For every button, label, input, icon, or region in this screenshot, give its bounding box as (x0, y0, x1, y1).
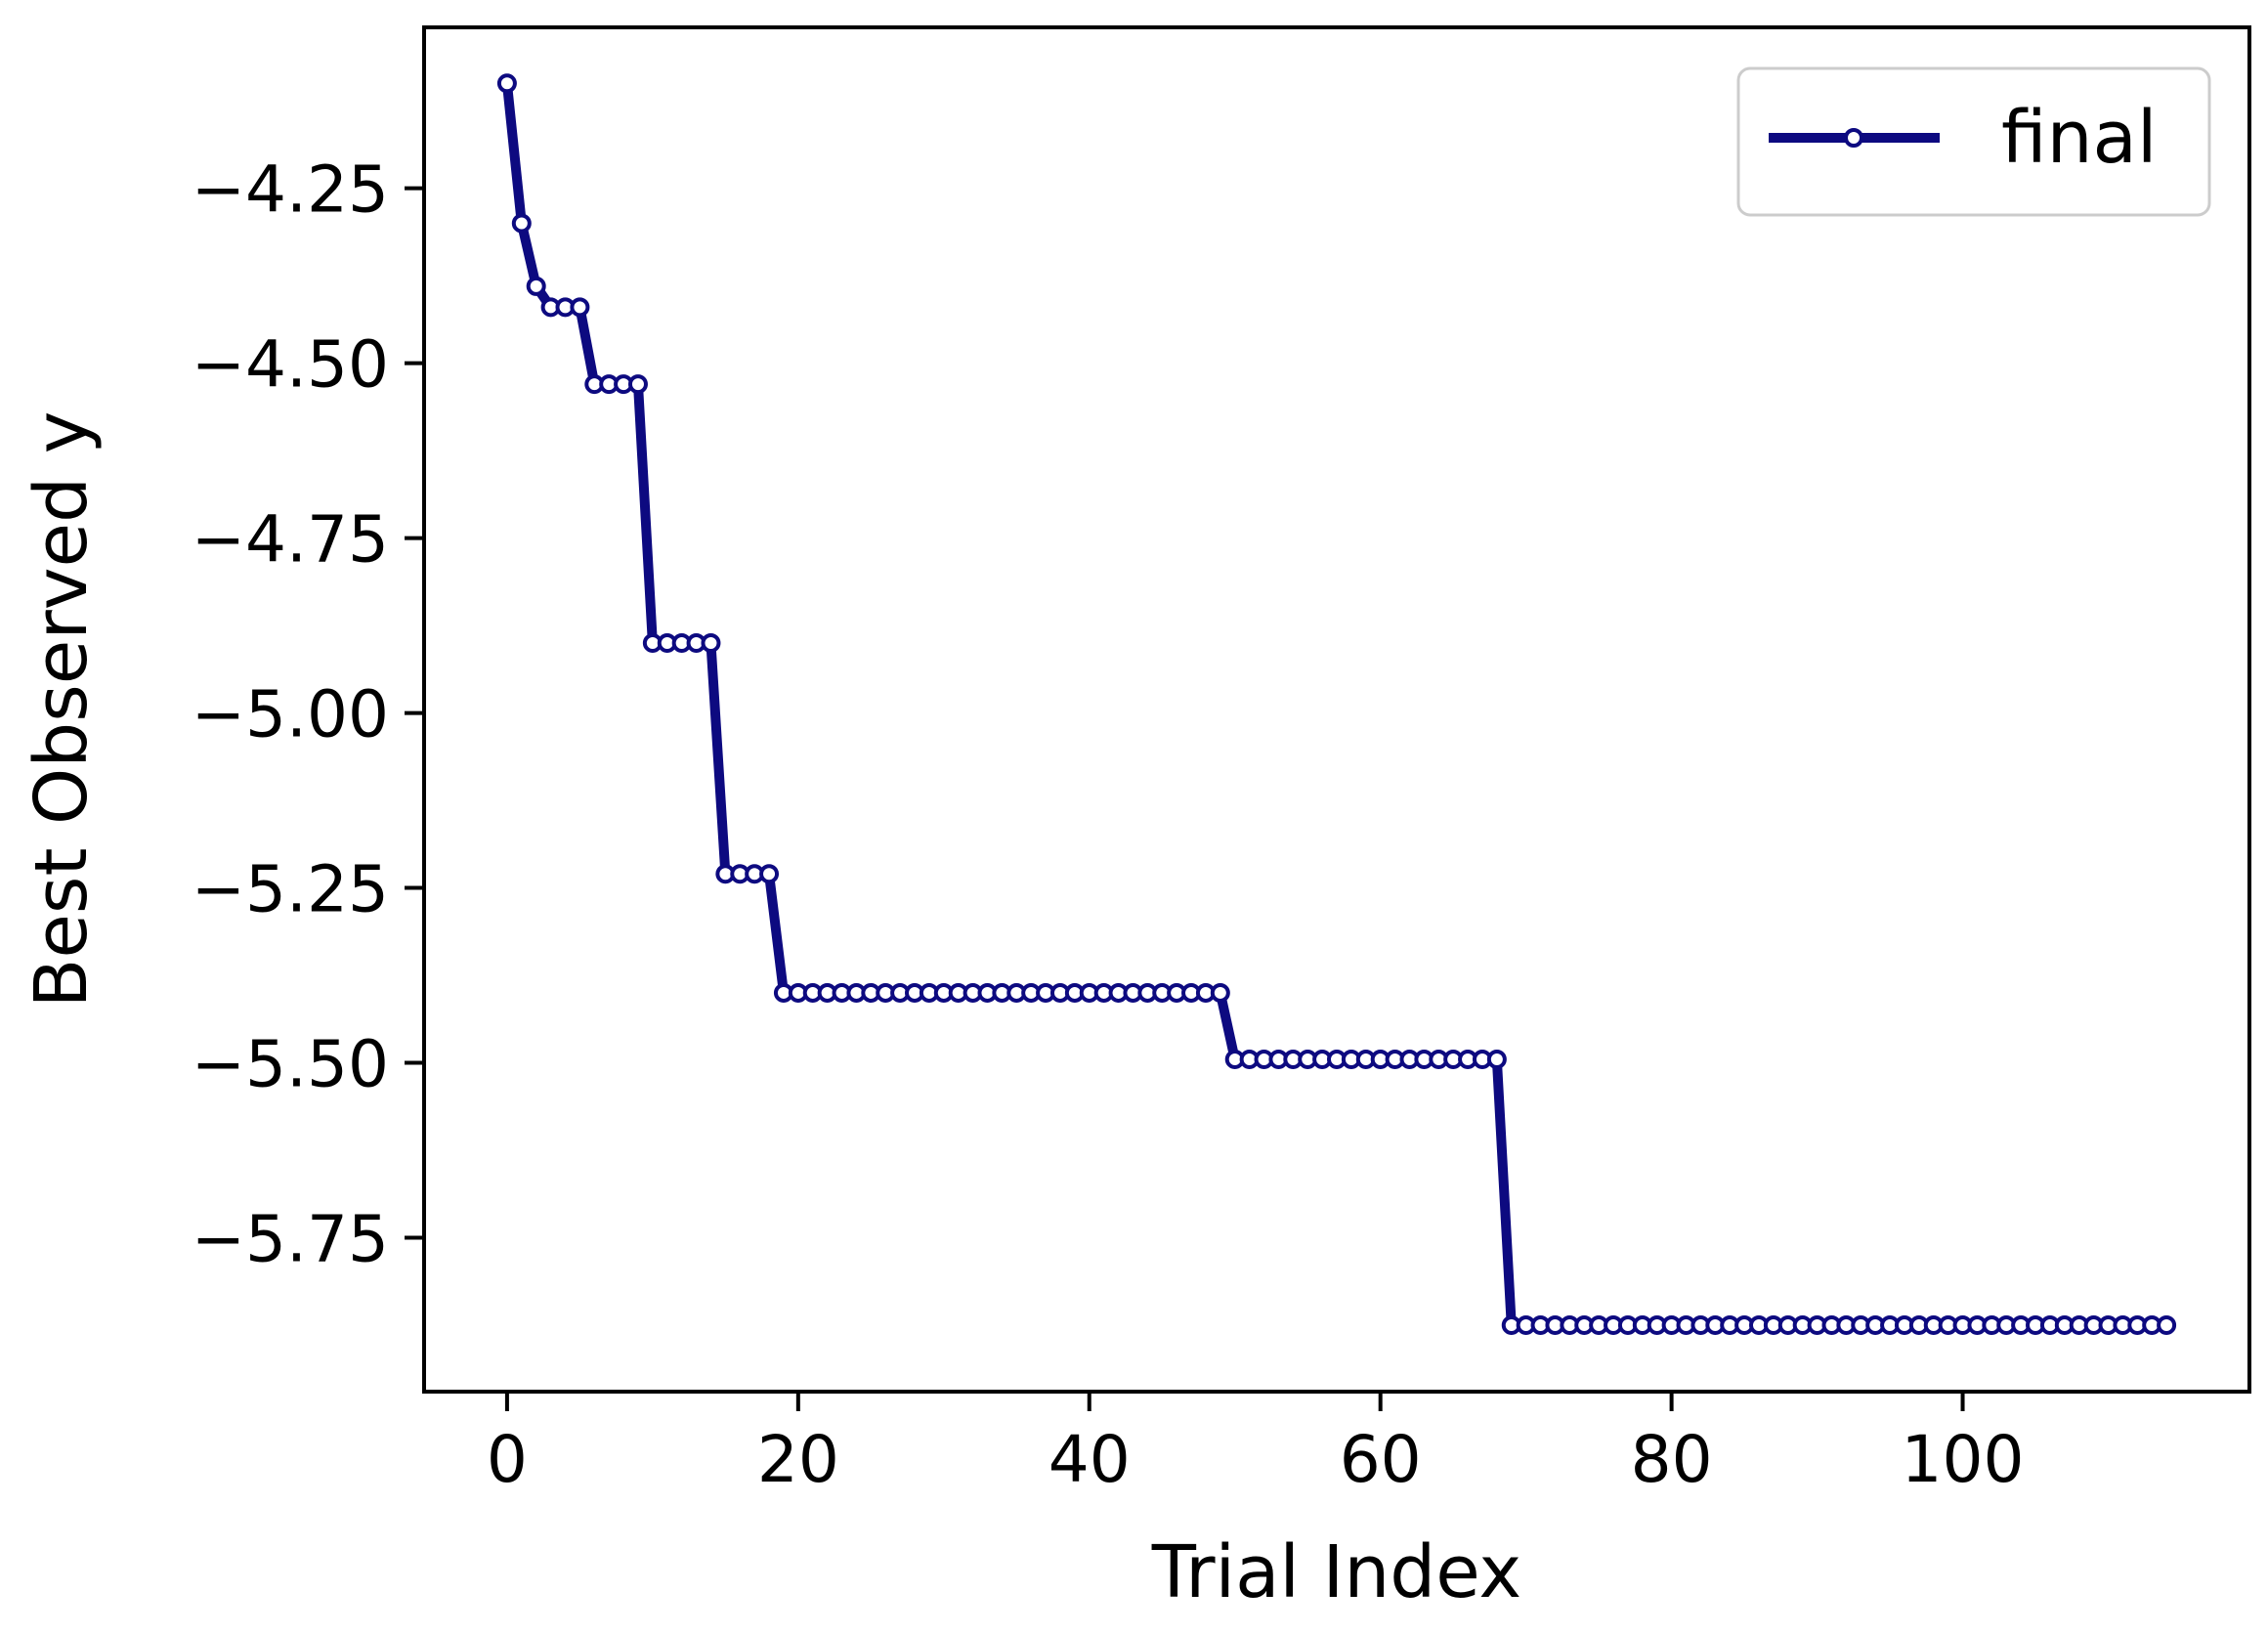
y-tick-label: −4.50 (192, 327, 389, 403)
plot-area (496, 73, 2177, 1335)
data-point (570, 297, 590, 318)
x-tick-label: 20 (757, 1422, 839, 1497)
y-tick-label: −5.25 (192, 852, 389, 927)
data-point (1486, 1049, 1507, 1069)
data-point (511, 213, 532, 234)
x-axis: 0 20 40 60 80 100 (487, 1392, 2025, 1497)
y-tick-label: −4.25 (192, 152, 389, 228)
legend-entry-final: final (2001, 96, 2157, 180)
x-tick-label: 80 (1631, 1422, 1713, 1497)
x-tick-label: 0 (487, 1422, 528, 1497)
data-point (496, 73, 517, 94)
x-tick-label: 60 (1340, 1422, 1422, 1497)
y-tick-label: −5.50 (192, 1027, 389, 1102)
y-axis-label: Best Observed y (20, 411, 104, 1009)
x-axis-label: Trial Index (1151, 1530, 1521, 1614)
data-point (627, 374, 648, 395)
data-point (759, 864, 780, 884)
data-point (1210, 982, 1230, 1003)
y-tick-label: −5.75 (192, 1202, 389, 1277)
data-point (526, 276, 546, 296)
series-line-final (501, 82, 2167, 1330)
x-tick-label: 100 (1902, 1422, 2025, 1497)
data-point (2157, 1314, 2177, 1335)
x-tick-label: 40 (1048, 1422, 1131, 1497)
legend: final (1736, 66, 2211, 217)
legend-marker (1844, 128, 1863, 148)
axes-frame (422, 25, 2251, 1394)
legend-box (1736, 66, 2211, 217)
y-tick-label: −4.75 (192, 502, 389, 578)
y-axis: −4.25 −4.50 −4.75 −5.00 −5.25 −5.50 −5.75 (192, 152, 424, 1277)
y-tick-label: −5.00 (192, 677, 389, 752)
data-point (701, 632, 721, 653)
